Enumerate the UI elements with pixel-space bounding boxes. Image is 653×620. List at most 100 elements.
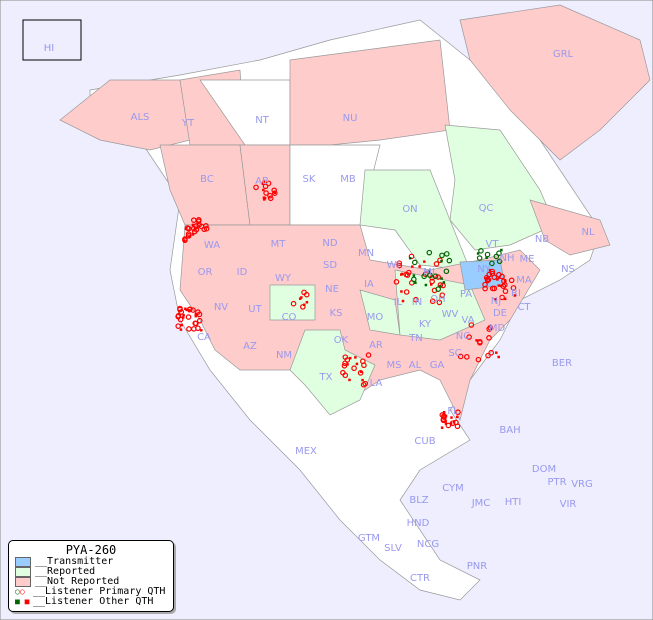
listener-primary-marker xyxy=(493,253,500,260)
region-label-mo: MO xyxy=(367,312,384,323)
region-label-ca: CA xyxy=(197,332,211,343)
listener-other-marker xyxy=(414,281,417,284)
listener-primary-marker xyxy=(365,352,372,358)
region-label-co: CO xyxy=(282,312,297,323)
listener-primary-marker xyxy=(488,349,495,356)
region-label-cym: CYM xyxy=(442,483,464,494)
listener-primary-marker xyxy=(489,270,496,277)
region-label-mn: MN xyxy=(358,248,374,259)
region-label-ia: IA xyxy=(364,279,374,290)
region-not-reported xyxy=(459,4,651,161)
listener-other-marker xyxy=(200,329,203,332)
region-label-ar: AR xyxy=(369,340,383,351)
legend-label: __Listener Primary QTH xyxy=(33,586,166,597)
region-label-grl: GRL xyxy=(553,49,574,60)
region-label-ct: CT xyxy=(517,302,531,313)
listener-primary-marker xyxy=(445,422,452,429)
region-label-ga: GA xyxy=(430,360,445,371)
region-label-mi: MI xyxy=(423,267,435,278)
listener-other-marker xyxy=(455,415,459,419)
region-label-nb: NB xyxy=(535,234,549,245)
region-label-tx: TX xyxy=(319,372,333,383)
listener-other-marker xyxy=(262,198,266,201)
region-label-nc: NC xyxy=(456,331,470,342)
legend-title: PYA-260 xyxy=(65,543,117,557)
square-markers-icon: ■ ■ xyxy=(15,597,30,606)
listener-other-marker xyxy=(180,323,184,327)
region-label-ok: OK xyxy=(334,335,349,346)
region-label-pnr: PNR xyxy=(467,561,488,572)
region-reported xyxy=(269,284,316,321)
region-label-de: DE xyxy=(493,308,507,319)
listener-other-marker xyxy=(494,298,497,301)
listener-primary-marker xyxy=(411,276,417,283)
listener-other-marker xyxy=(452,420,456,423)
region-label-nd: ND xyxy=(322,238,337,249)
region-label-ctr: CTR xyxy=(410,573,430,584)
region-label-wa: WA xyxy=(204,240,220,251)
region-label-ks: KS xyxy=(330,308,343,319)
region-label-nt: NT xyxy=(255,115,269,126)
region-label-oh: OH xyxy=(430,294,445,305)
hawaii-inset xyxy=(22,19,82,61)
listener-other-marker xyxy=(354,356,357,359)
listener-primary-marker xyxy=(195,309,201,315)
listener-other-marker xyxy=(412,274,416,277)
listener-primary-marker xyxy=(429,278,435,285)
listener-primary-marker xyxy=(421,273,427,280)
region-label-tn: TN xyxy=(408,333,423,344)
listener-other-marker xyxy=(418,265,421,268)
listener-other-marker xyxy=(361,378,364,382)
listener-other-marker xyxy=(476,252,480,255)
listener-other-marker xyxy=(355,362,359,366)
listener-primary-marker xyxy=(432,273,439,279)
listener-primary-marker xyxy=(510,285,517,291)
listener-other-marker xyxy=(427,270,431,273)
region-label-als: ALS xyxy=(131,112,150,123)
listener-primary-marker xyxy=(411,259,418,266)
listener-other-marker xyxy=(499,284,503,288)
listener-other-marker xyxy=(497,284,501,287)
listener-primary-marker xyxy=(342,360,348,367)
listener-primary-marker xyxy=(413,296,419,303)
region-label-sd: SD xyxy=(323,260,337,271)
listener-other-marker xyxy=(424,283,428,287)
listener-other-marker xyxy=(193,227,197,230)
listener-other-marker xyxy=(179,328,183,331)
region-label-wv: WV xyxy=(442,309,459,320)
region-label-bah: BAH xyxy=(499,425,520,436)
listener-other-marker xyxy=(500,248,503,252)
region-label-wy: WY xyxy=(275,273,292,284)
listener-primary-marker xyxy=(357,370,364,376)
region-label-nv: NV xyxy=(214,302,228,313)
region-label-vrg: VRG xyxy=(571,479,593,490)
listener-other-marker xyxy=(496,278,499,281)
listener-primary-marker xyxy=(185,314,192,320)
listener-primary-marker xyxy=(441,414,447,421)
listener-primary-marker xyxy=(195,218,202,225)
listener-primary-marker xyxy=(489,285,496,292)
listener-other-marker xyxy=(191,223,195,227)
region-label-hnd: HND xyxy=(407,518,430,529)
listener-primary-marker xyxy=(351,365,357,372)
listener-other-marker xyxy=(495,351,498,354)
region-label-blz: BLZ xyxy=(409,495,428,506)
region-label-bc: BC xyxy=(200,174,214,185)
listener-primary-marker xyxy=(396,260,403,266)
region-label-pa: PA xyxy=(460,289,472,300)
listener-primary-marker xyxy=(426,249,433,256)
listener-primary-marker xyxy=(435,274,441,280)
listener-other-marker xyxy=(262,188,265,192)
listener-other-marker xyxy=(429,283,433,286)
region-label-gtm: GTM xyxy=(358,533,380,544)
listener-other-marker xyxy=(488,268,492,272)
region-label-in: IN xyxy=(412,297,422,308)
listener-primary-marker xyxy=(184,225,191,231)
listener-primary-marker xyxy=(446,257,453,264)
listener-primary-marker xyxy=(191,225,197,232)
listener-other-marker xyxy=(442,411,446,414)
listener-other-marker xyxy=(183,239,186,242)
listener-primary-marker xyxy=(203,222,209,229)
listener-primary-marker xyxy=(485,277,492,283)
